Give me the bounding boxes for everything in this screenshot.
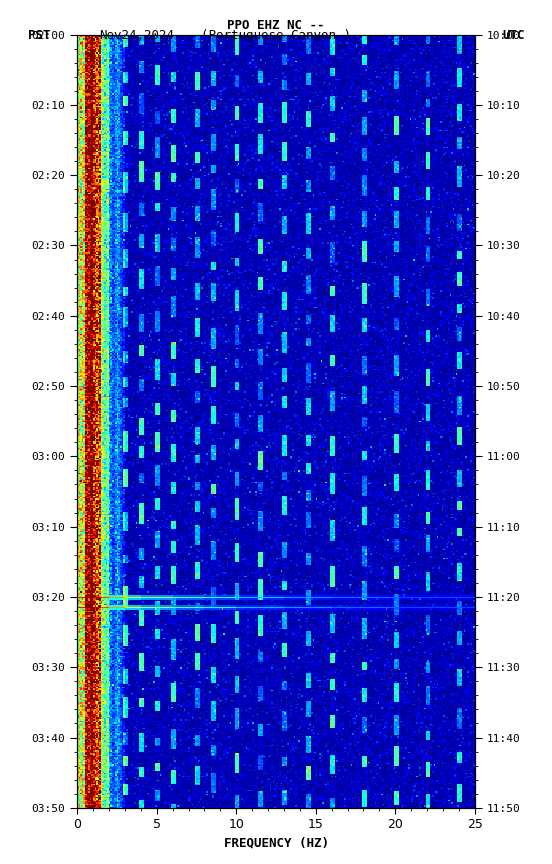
Text: UTC: UTC: [502, 29, 524, 42]
Text: (Portuguese Canyon ): (Portuguese Canyon ): [201, 29, 351, 42]
Text: Nov24,2024: Nov24,2024: [99, 29, 174, 42]
Text: PPO EHZ NC --: PPO EHZ NC --: [227, 19, 325, 32]
Text: PST: PST: [28, 29, 50, 42]
X-axis label: FREQUENCY (HZ): FREQUENCY (HZ): [224, 837, 328, 850]
